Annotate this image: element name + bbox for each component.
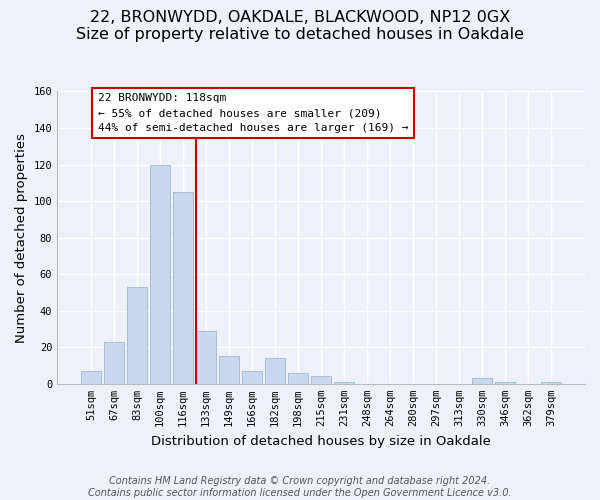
Bar	[496, 382, 515, 384]
Y-axis label: Number of detached properties: Number of detached properties	[15, 132, 28, 342]
Bar	[541, 382, 561, 384]
Bar	[242, 371, 262, 384]
Text: 22 BRONWYDD: 118sqm
← 55% of detached houses are smaller (209)
44% of semi-detac: 22 BRONWYDD: 118sqm ← 55% of detached ho…	[98, 93, 409, 133]
Bar	[311, 376, 331, 384]
Bar	[472, 378, 492, 384]
Bar	[104, 342, 124, 384]
Bar	[265, 358, 285, 384]
Bar	[81, 371, 101, 384]
Bar	[173, 192, 193, 384]
Bar	[127, 287, 147, 384]
Text: Contains HM Land Registry data © Crown copyright and database right 2024.
Contai: Contains HM Land Registry data © Crown c…	[88, 476, 512, 498]
Bar	[219, 356, 239, 384]
X-axis label: Distribution of detached houses by size in Oakdale: Distribution of detached houses by size …	[151, 434, 491, 448]
Bar	[196, 331, 216, 384]
Text: 22, BRONWYDD, OAKDALE, BLACKWOOD, NP12 0GX
Size of property relative to detached: 22, BRONWYDD, OAKDALE, BLACKWOOD, NP12 0…	[76, 10, 524, 42]
Bar	[150, 164, 170, 384]
Bar	[288, 373, 308, 384]
Bar	[334, 382, 354, 384]
